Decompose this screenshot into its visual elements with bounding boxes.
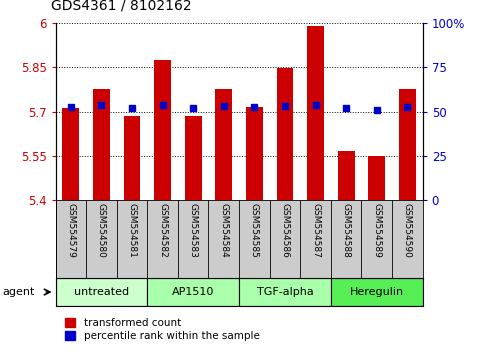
Text: GSM554585: GSM554585 bbox=[250, 203, 259, 258]
Bar bbox=[154, 60, 171, 200]
Bar bbox=[215, 89, 232, 200]
Text: GSM554587: GSM554587 bbox=[311, 203, 320, 258]
Bar bbox=[62, 108, 79, 200]
Text: GSM554589: GSM554589 bbox=[372, 203, 381, 258]
Text: untreated: untreated bbox=[74, 287, 129, 297]
Bar bbox=[399, 89, 416, 200]
Text: GSM554579: GSM554579 bbox=[66, 203, 75, 258]
Bar bbox=[331, 278, 423, 306]
Text: agent: agent bbox=[2, 287, 35, 297]
Text: GSM554582: GSM554582 bbox=[158, 203, 167, 258]
Bar bbox=[369, 156, 385, 200]
Bar bbox=[246, 107, 263, 200]
Text: GSM554590: GSM554590 bbox=[403, 203, 412, 258]
Bar bbox=[338, 151, 355, 200]
Bar bbox=[277, 68, 293, 200]
Bar bbox=[239, 278, 331, 306]
Bar bbox=[124, 116, 141, 200]
Bar bbox=[93, 89, 110, 200]
Text: GSM554586: GSM554586 bbox=[281, 203, 289, 258]
Bar bbox=[56, 278, 147, 306]
Text: TGF-alpha: TGF-alpha bbox=[256, 287, 313, 297]
Bar bbox=[185, 116, 201, 200]
Text: GSM554581: GSM554581 bbox=[128, 203, 137, 258]
Text: GSM554584: GSM554584 bbox=[219, 203, 228, 258]
Text: GSM554588: GSM554588 bbox=[341, 203, 351, 258]
Bar bbox=[307, 26, 324, 200]
Legend: transformed count, percentile rank within the sample: transformed count, percentile rank withi… bbox=[61, 314, 264, 345]
Text: Heregulin: Heregulin bbox=[350, 287, 404, 297]
Text: GSM554580: GSM554580 bbox=[97, 203, 106, 258]
Text: GSM554583: GSM554583 bbox=[189, 203, 198, 258]
Text: AP1510: AP1510 bbox=[172, 287, 214, 297]
Bar bbox=[147, 278, 239, 306]
Text: GDS4361 / 8102162: GDS4361 / 8102162 bbox=[51, 0, 191, 12]
